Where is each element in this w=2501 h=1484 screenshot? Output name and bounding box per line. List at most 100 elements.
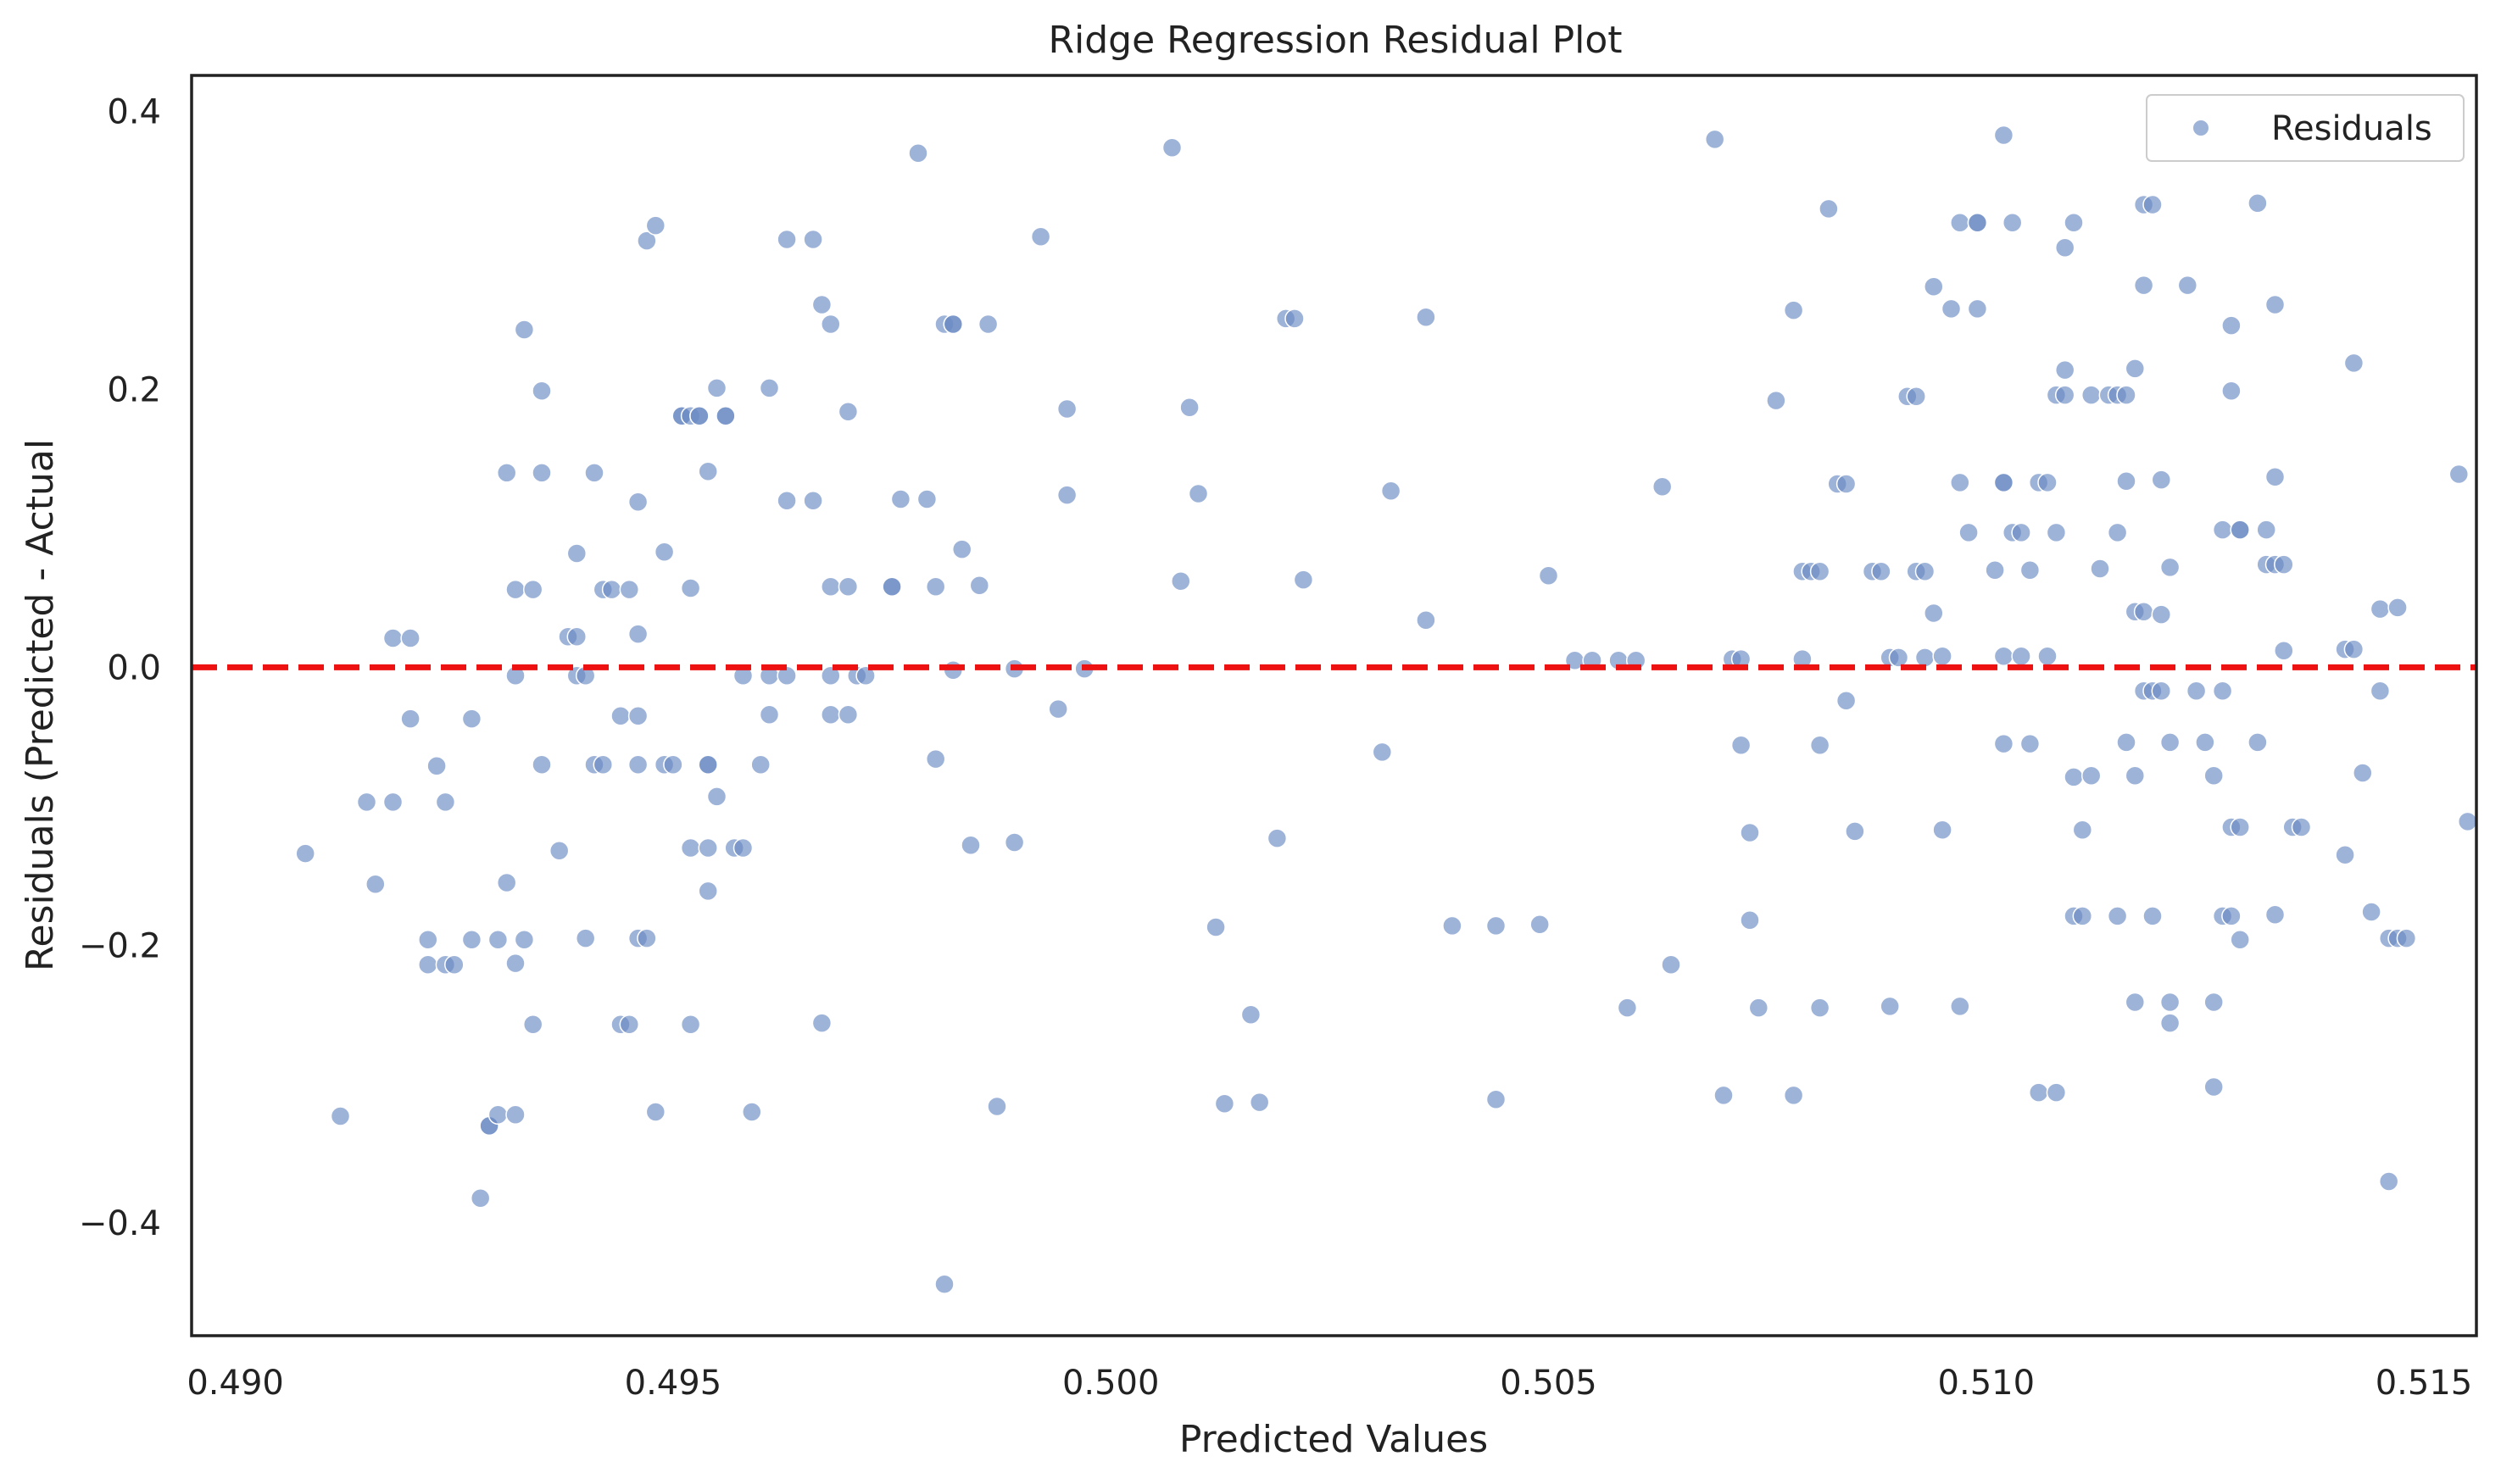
legend-marker: [2192, 119, 2210, 137]
data-point: [698, 881, 718, 902]
data-point: [2064, 767, 2084, 787]
data-point: [2072, 906, 2093, 926]
data-point: [461, 930, 482, 950]
data-point: [759, 378, 780, 398]
data-point: [2264, 904, 2286, 925]
data-point: [777, 490, 797, 511]
data-point: [1538, 565, 1559, 586]
data-point: [1206, 917, 1226, 937]
data-point: [2291, 817, 2312, 837]
data-point: [1713, 1085, 1734, 1106]
data-point: [1958, 522, 1979, 543]
data-point: [2054, 359, 2075, 381]
data-point: [2361, 902, 2381, 922]
data-point: [2072, 820, 2093, 840]
data-point: [1704, 129, 1725, 150]
data-point: [2090, 559, 2110, 579]
data-point: [680, 837, 701, 859]
data-point: [2343, 639, 2365, 659]
data-point: [2159, 557, 2181, 578]
data-point: [1372, 742, 1393, 763]
data-point: [637, 231, 657, 251]
data-point: [487, 1104, 509, 1126]
data-point: [532, 463, 552, 483]
data-point: [2186, 681, 2207, 702]
data-point: [689, 405, 710, 426]
data-point: [1950, 472, 1970, 493]
data-point: [2116, 385, 2136, 405]
data-point: [2457, 811, 2478, 832]
data-point: [882, 576, 902, 597]
data-point: [2264, 294, 2286, 315]
chart-title: Ridge Regression Residual Plot: [1048, 19, 1622, 62]
data-point: [821, 665, 841, 686]
y-tick-label: 0.0: [107, 648, 161, 687]
legend: Residuals: [2146, 94, 2465, 162]
data-point: [2230, 520, 2250, 540]
data-point: [2221, 381, 2242, 401]
data-point: [1950, 213, 1970, 233]
data-point: [2116, 470, 2136, 492]
data-point: [2203, 992, 2224, 1013]
data-point: [2230, 817, 2250, 837]
data-point: [716, 405, 736, 426]
data-point: [2248, 193, 2268, 214]
data-point: [1932, 820, 1952, 840]
data-point: [2037, 472, 2058, 493]
data-point: [637, 928, 657, 948]
data-point: [619, 1014, 640, 1035]
data-point: [2177, 275, 2198, 296]
data-point: [522, 1014, 543, 1035]
y-tick-label: 0.4: [107, 93, 161, 132]
data-point: [2387, 597, 2408, 618]
data-point: [2046, 1082, 2067, 1103]
data-point: [2080, 385, 2102, 405]
data-point: [1179, 397, 1200, 418]
data-point: [1056, 485, 1078, 505]
data-point: [925, 576, 946, 597]
data-point: [1529, 914, 1550, 935]
data-point: [1380, 481, 1401, 501]
data-point: [1809, 561, 1830, 582]
data-point: [1214, 1093, 1235, 1114]
data-point: [2142, 194, 2163, 215]
x-tick-label: 0.490: [187, 1364, 284, 1403]
plot-frame: [190, 74, 2478, 1337]
data-point: [821, 576, 841, 597]
legend-box: [2146, 94, 2465, 162]
data-point: [1993, 125, 2014, 146]
y-axis-ticks: −0.4 −0.2 0.0 0.2 0.4: [79, 93, 161, 1244]
data-point: [2125, 765, 2146, 786]
data-point: [698, 754, 718, 775]
data-point: [2002, 213, 2023, 233]
data-point: [2230, 930, 2250, 950]
data-point: [610, 706, 631, 726]
data-point: [522, 579, 543, 600]
data-point: [838, 576, 859, 597]
data-point: [1004, 832, 1025, 853]
data-point: [514, 930, 535, 950]
data-point: [742, 1102, 762, 1122]
data-point: [1171, 571, 1191, 592]
data-point: [382, 628, 404, 648]
data-point: [908, 143, 928, 164]
data-point: [951, 539, 972, 559]
data-point: [987, 1096, 1007, 1117]
data-point: [1835, 691, 1857, 711]
legend-label: Residuals: [2271, 109, 2432, 148]
data-point: [706, 378, 727, 398]
data-point: [1048, 698, 1068, 720]
data-point: [2064, 213, 2084, 233]
data-point: [1950, 996, 1970, 1017]
x-axis-ticks: 0.490 0.495 0.500 0.505 0.510 0.515: [187, 1364, 2472, 1403]
data-point: [821, 314, 841, 335]
data-point: [732, 837, 754, 859]
data-point: [1661, 954, 1681, 975]
data-point: [2019, 733, 2041, 754]
data-points: [295, 125, 2478, 1295]
data-point: [2011, 522, 2031, 543]
data-point: [2370, 681, 2391, 702]
data-point: [777, 665, 797, 686]
data-point: [2274, 640, 2294, 661]
y-tick-label: −0.2: [79, 926, 161, 965]
